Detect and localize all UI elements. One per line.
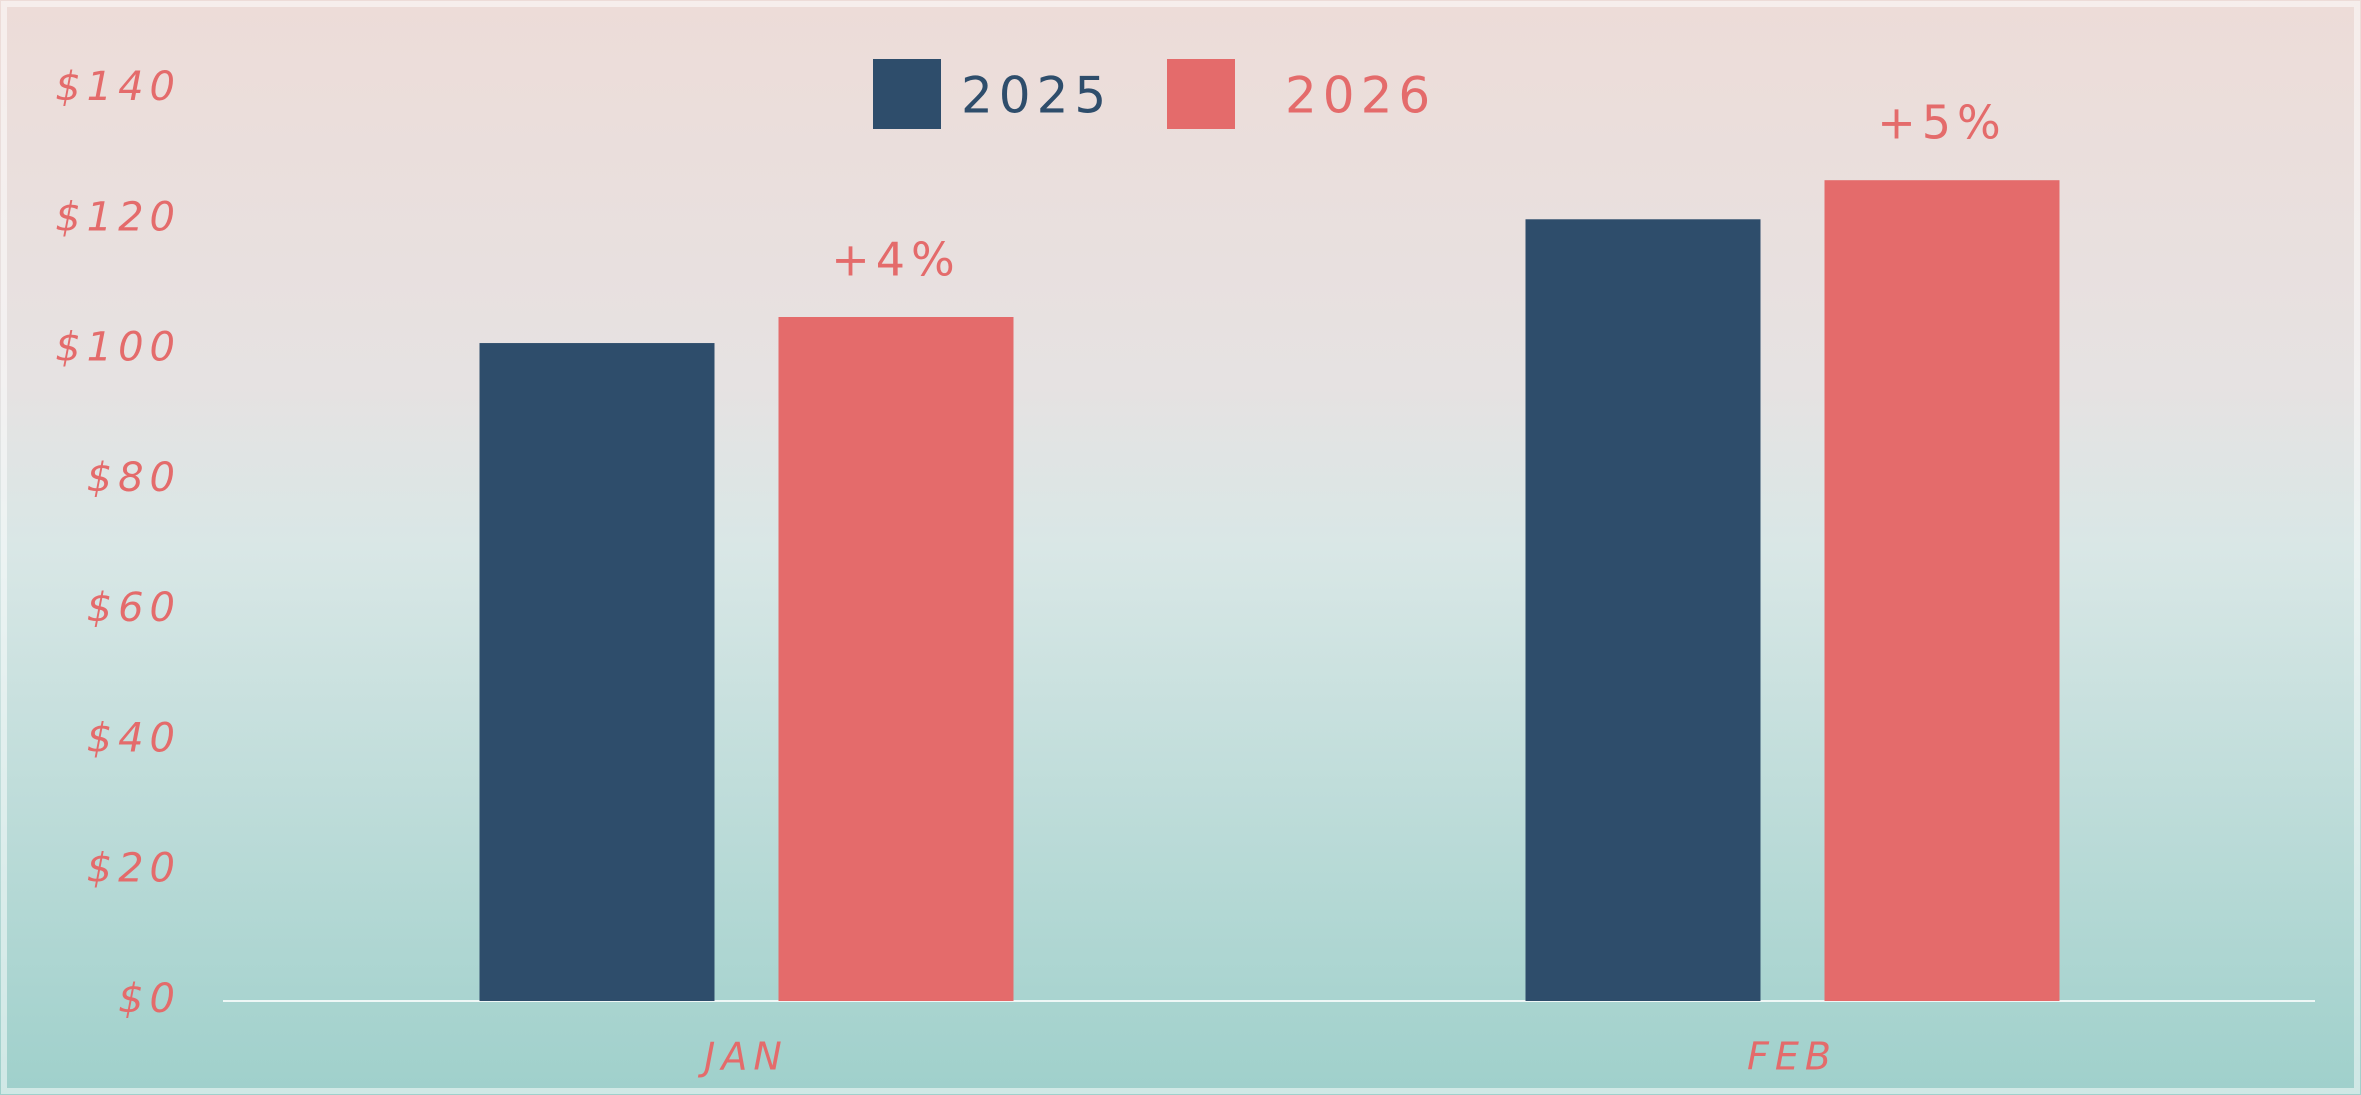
- legend-swatch: [1167, 59, 1235, 129]
- x-tick-label: JAN: [697, 1035, 788, 1079]
- y-tick-label: $40: [87, 715, 181, 761]
- annotation: +4%: [831, 233, 961, 287]
- y-tick-label: $0: [118, 976, 181, 1022]
- bar: [1824, 180, 2060, 1001]
- annotation: +5%: [1877, 96, 2007, 150]
- x-tick-label: FEB: [1747, 1035, 1837, 1079]
- y-tick-label: $80: [87, 455, 181, 501]
- y-tick-label: $20: [87, 846, 181, 892]
- bar: [479, 343, 715, 1001]
- y-tick-label: $100: [55, 325, 181, 371]
- bar: [778, 317, 1014, 1001]
- y-tick-label: $140: [55, 64, 181, 110]
- y-tick-label: $60: [87, 585, 181, 631]
- legend-swatch: [873, 59, 941, 129]
- y-tick-label: $120: [55, 194, 181, 240]
- bar: [1525, 219, 1761, 1002]
- legend-label: 2025: [961, 67, 1112, 125]
- legend-label: 2026: [1285, 67, 1436, 125]
